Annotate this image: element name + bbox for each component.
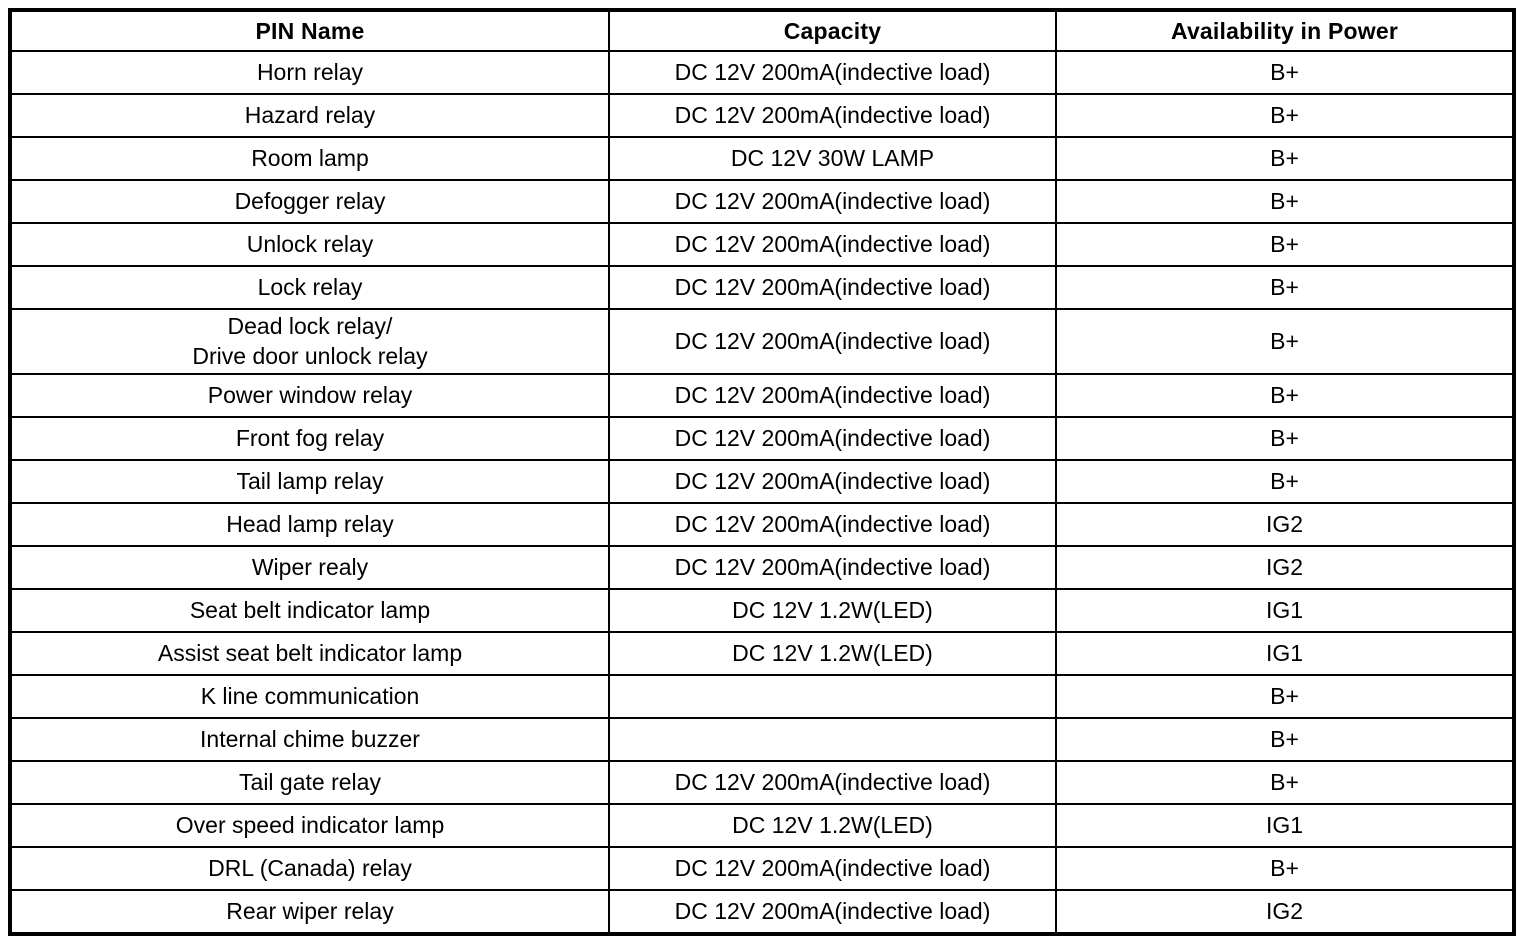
capacity-cell: DC 12V 200mA(indective load) bbox=[608, 265, 1057, 310]
capacity-cell: DC 12V 200mA(indective load) bbox=[608, 372, 1057, 418]
column-header-availability-in-power: Availability in Power bbox=[1055, 9, 1515, 52]
table-row: Over speed indicator lamp DC 12V 1.2W(LE… bbox=[9, 802, 1515, 848]
table-row: Defogger relay DC 12V 200mA(indective lo… bbox=[9, 179, 1515, 224]
power-cell: B+ bbox=[1055, 93, 1515, 138]
table-row: Unlock relay DC 12V 200mA(indective load… bbox=[9, 222, 1515, 267]
power-cell: B+ bbox=[1055, 372, 1515, 418]
table-row: DRL (Canada) relay DC 12V 200mA(indectiv… bbox=[9, 845, 1515, 891]
pin-name-cell: Internal chime buzzer bbox=[9, 716, 610, 762]
table-row: Tail gate relay DC 12V 200mA(indective l… bbox=[9, 759, 1515, 805]
power-cell: B+ bbox=[1055, 265, 1515, 310]
capacity-cell: DC 12V 200mA(indective load) bbox=[608, 458, 1057, 504]
table-row: Internal chime buzzer B+ bbox=[9, 716, 1515, 762]
table-row: Rear wiper relay DC 12V 200mA(indective … bbox=[9, 888, 1515, 935]
header-row: PIN Name Capacity Availability in Power bbox=[9, 9, 1515, 52]
pin-name-cell: Defogger relay bbox=[9, 179, 610, 224]
pin-name-cell: Hazard relay bbox=[9, 93, 610, 138]
pin-name-cell: Seat belt indicator lamp bbox=[9, 587, 610, 633]
pin-name-cell: Power window relay bbox=[9, 372, 610, 418]
power-cell: B+ bbox=[1055, 673, 1515, 719]
pin-assignment-table: PIN Name Capacity Availability in Power … bbox=[8, 8, 1516, 936]
column-header-capacity: Capacity bbox=[608, 9, 1057, 52]
table-row: Head lamp relay DC 12V 200mA(indective l… bbox=[9, 501, 1515, 547]
pin-name-cell: Over speed indicator lamp bbox=[9, 802, 610, 848]
power-cell: IG2 bbox=[1055, 501, 1515, 547]
pin-name-cell: Head lamp relay bbox=[9, 501, 610, 547]
power-cell: IG1 bbox=[1055, 587, 1515, 633]
power-cell: B+ bbox=[1055, 415, 1515, 461]
capacity-cell: DC 12V 1.2W(LED) bbox=[608, 587, 1057, 633]
table-row: Horn relay DC 12V 200mA(indective load) … bbox=[9, 50, 1515, 95]
table-row: Tail lamp relay DC 12V 200mA(indective l… bbox=[9, 458, 1515, 504]
table-row: Room lamp DC 12V 30W LAMP B+ bbox=[9, 136, 1515, 181]
pin-name-cell: Lock relay bbox=[9, 265, 610, 310]
power-cell: IG1 bbox=[1055, 630, 1515, 676]
table-row: Seat belt indicator lamp DC 12V 1.2W(LED… bbox=[9, 587, 1515, 633]
power-cell: B+ bbox=[1055, 759, 1515, 805]
capacity-cell: DC 12V 200mA(indective load) bbox=[608, 845, 1057, 891]
capacity-cell bbox=[608, 673, 1057, 719]
column-header-pin-name: PIN Name bbox=[9, 9, 610, 52]
pin-name-cell: DRL (Canada) relay bbox=[9, 845, 610, 891]
pin-name-cell: Front fog relay bbox=[9, 415, 610, 461]
power-cell: B+ bbox=[1055, 179, 1515, 224]
capacity-cell: DC 12V 200mA(indective load) bbox=[608, 222, 1057, 267]
power-cell: IG2 bbox=[1055, 888, 1515, 935]
capacity-cell bbox=[608, 716, 1057, 762]
capacity-cell: DC 12V 1.2W(LED) bbox=[608, 630, 1057, 676]
pin-name-cell: Tail gate relay bbox=[9, 759, 610, 805]
table-row: Front fog relay DC 12V 200mA(indective l… bbox=[9, 415, 1515, 461]
capacity-cell: DC 12V 200mA(indective load) bbox=[608, 501, 1057, 547]
power-cell: B+ bbox=[1055, 222, 1515, 267]
power-cell: B+ bbox=[1055, 308, 1515, 375]
pin-name-cell: Room lamp bbox=[9, 136, 610, 181]
table-row: Power window relay DC 12V 200mA(indectiv… bbox=[9, 372, 1515, 418]
table-row: Dead lock relay/ Drive door unlock relay… bbox=[9, 308, 1515, 375]
pin-name-cell: Wiper realy bbox=[9, 544, 610, 590]
power-cell: B+ bbox=[1055, 845, 1515, 891]
capacity-cell: DC 12V 200mA(indective load) bbox=[608, 50, 1057, 95]
table-row: K line communication B+ bbox=[9, 673, 1515, 719]
table-row: Wiper realy DC 12V 200mA(indective load)… bbox=[9, 544, 1515, 590]
power-cell: B+ bbox=[1055, 458, 1515, 504]
table-body: Horn relay DC 12V 200mA(indective load) … bbox=[9, 50, 1515, 935]
table-row: Hazard relay DC 12V 200mA(indective load… bbox=[9, 93, 1515, 138]
pin-name-cell: Unlock relay bbox=[9, 222, 610, 267]
power-cell: B+ bbox=[1055, 716, 1515, 762]
pin-name-cell: Rear wiper relay bbox=[9, 888, 610, 935]
power-cell: B+ bbox=[1055, 50, 1515, 95]
capacity-cell: DC 12V 30W LAMP bbox=[608, 136, 1057, 181]
pin-name-cell: Dead lock relay/ Drive door unlock relay bbox=[9, 308, 610, 375]
capacity-cell: DC 12V 200mA(indective load) bbox=[608, 308, 1057, 375]
pin-name-cell: Horn relay bbox=[9, 50, 610, 95]
capacity-cell: DC 12V 200mA(indective load) bbox=[608, 544, 1057, 590]
power-cell: IG1 bbox=[1055, 802, 1515, 848]
capacity-cell: DC 12V 200mA(indective load) bbox=[608, 179, 1057, 224]
capacity-cell: DC 12V 200mA(indective load) bbox=[608, 888, 1057, 935]
power-cell: IG2 bbox=[1055, 544, 1515, 590]
power-cell: B+ bbox=[1055, 136, 1515, 181]
pin-name-cell: K line communication bbox=[9, 673, 610, 719]
pin-name-cell: Assist seat belt indicator lamp bbox=[9, 630, 610, 676]
pin-name-cell: Tail lamp relay bbox=[9, 458, 610, 504]
capacity-cell: DC 12V 200mA(indective load) bbox=[608, 759, 1057, 805]
capacity-cell: DC 12V 200mA(indective load) bbox=[608, 415, 1057, 461]
table-row: Lock relay DC 12V 200mA(indective load) … bbox=[9, 265, 1515, 310]
capacity-cell: DC 12V 200mA(indective load) bbox=[608, 93, 1057, 138]
table-row: Assist seat belt indicator lamp DC 12V 1… bbox=[9, 630, 1515, 676]
capacity-cell: DC 12V 1.2W(LED) bbox=[608, 802, 1057, 848]
